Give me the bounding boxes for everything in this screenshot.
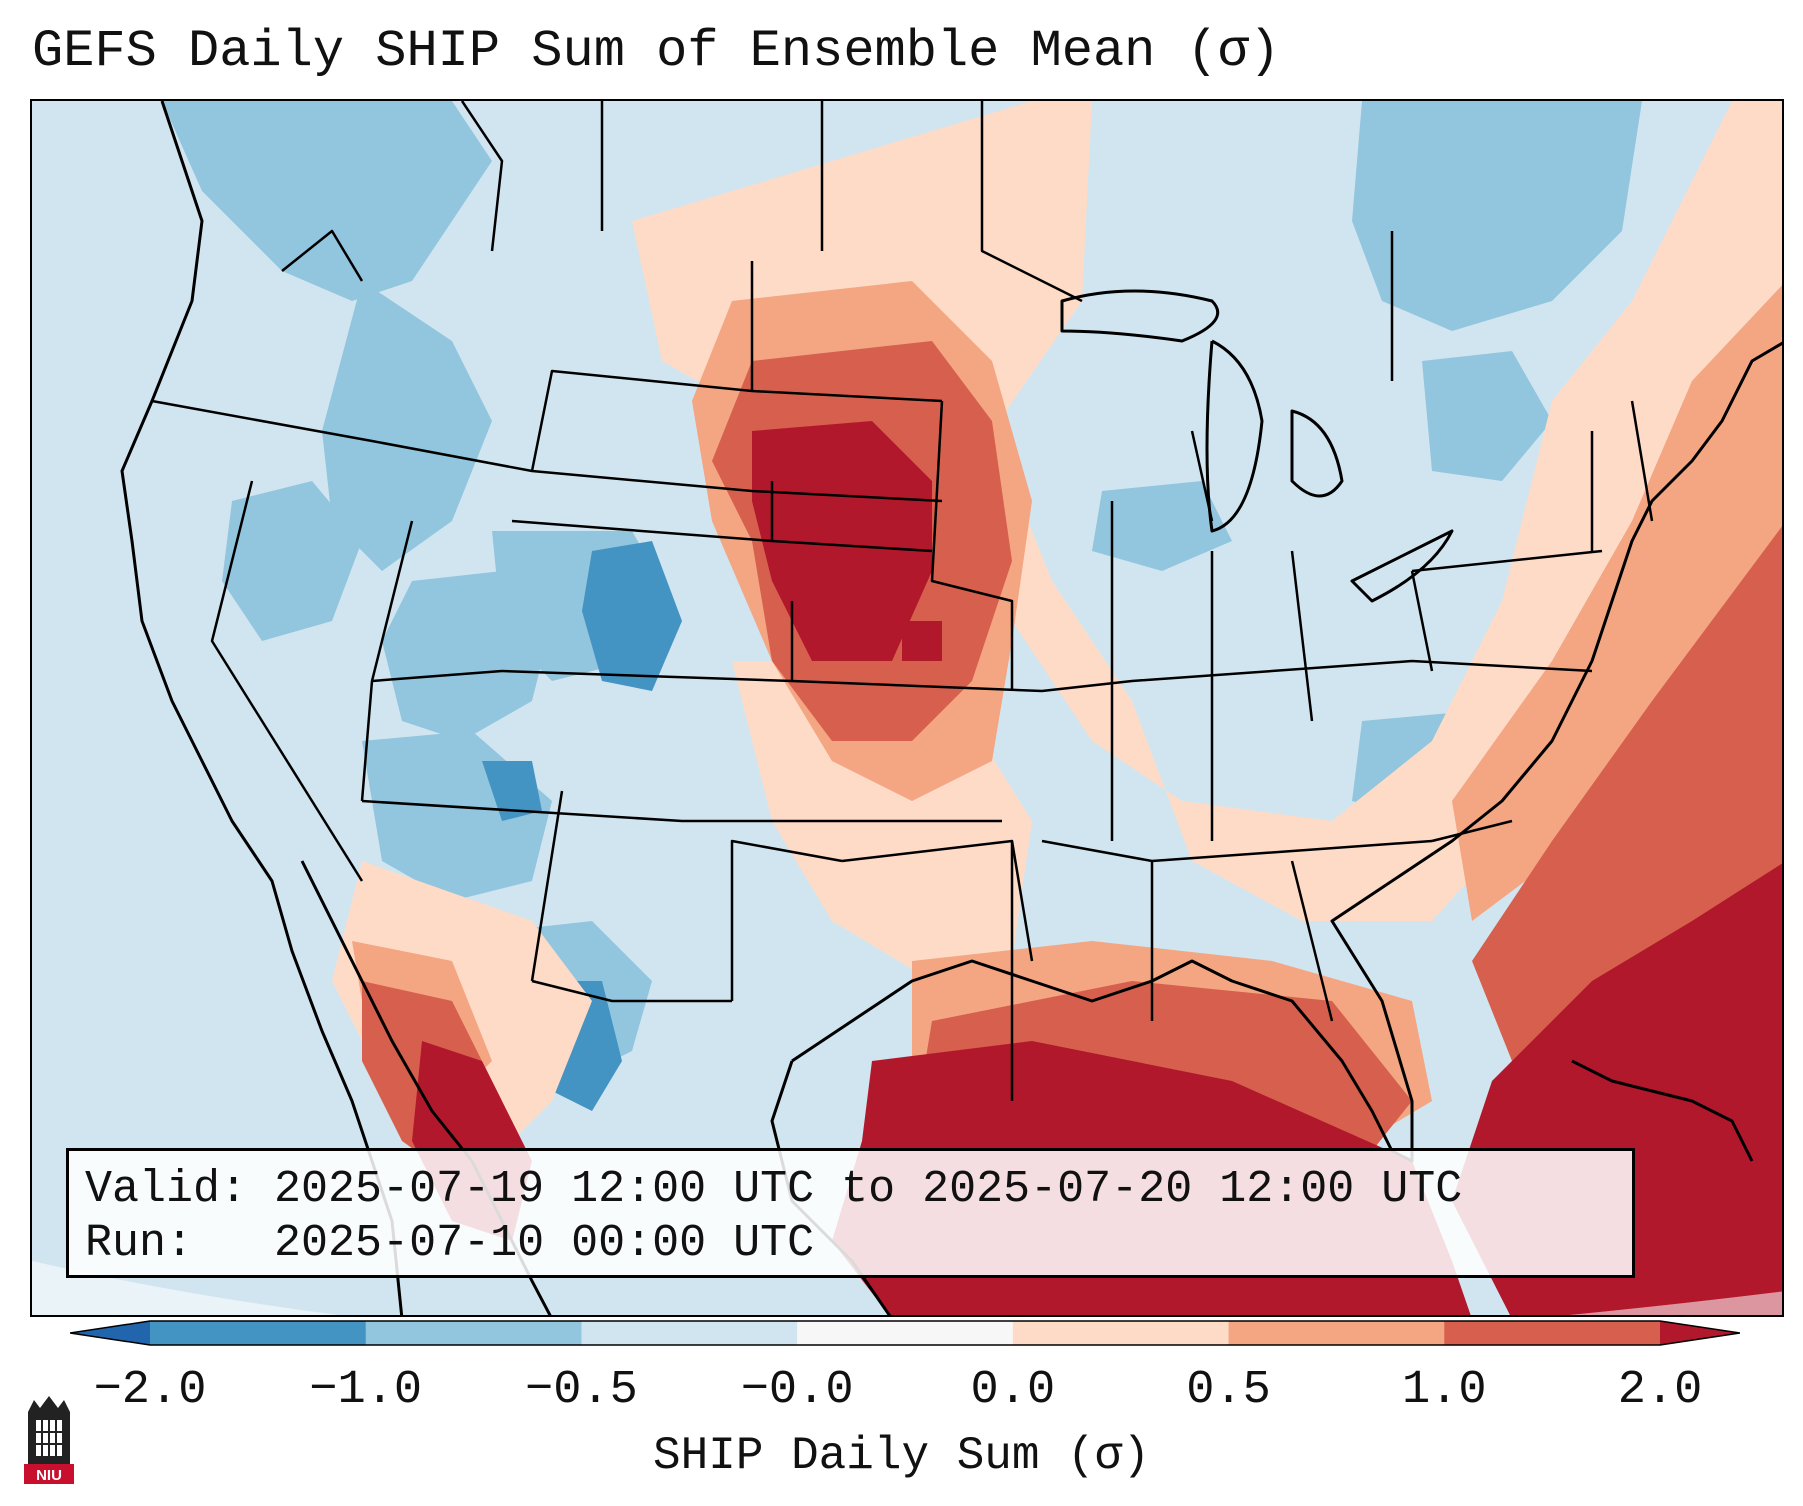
colorbar-tick-label: −2.0 <box>93 1364 207 1417</box>
colorbar-bin <box>1444 1321 1661 1345</box>
map-title: GEFS Daily SHIP Sum of Ensemble Mean (σ) <box>32 22 1281 81</box>
colorbar-bin <box>1012 1321 1230 1345</box>
colorbar-tick-label: 1.0 <box>1401 1364 1487 1417</box>
colorbar-bin <box>365 1321 582 1345</box>
valid-label: Valid: <box>85 1164 248 1215</box>
run-label: Run: <box>85 1218 194 1269</box>
colorbar-tick-label: 0.5 <box>1186 1364 1271 1417</box>
colorbar-over-arrow <box>1660 1321 1740 1345</box>
colorbar-outline <box>70 1320 1740 1346</box>
colorbar-label: SHIP Daily Sum (σ) <box>653 1430 1150 1482</box>
run-time: 2025-07-10 00:00 UTC <box>274 1218 815 1269</box>
colorbar-bins <box>150 1321 1661 1345</box>
colorbar-tick-label: 0.0 <box>970 1364 1056 1417</box>
colorbar-tick-label: 2.0 <box>1617 1364 1703 1417</box>
valid-time-box: Valid: 2025-07-19 12:00 UTC to 2025-07-2… <box>66 1148 1635 1278</box>
coastlines <box>120 101 1782 1315</box>
state-boundaries <box>151 101 1654 1101</box>
colorbar-bin <box>797 1321 1014 1345</box>
colorbar-under-arrow <box>70 1321 150 1345</box>
valid-time-range: 2025-07-19 12:00 UTC to 2025-07-20 12:00… <box>274 1164 1463 1215</box>
colorbar-tick-label: −0.5 <box>525 1364 638 1417</box>
map-panel[interactable] <box>30 99 1784 1317</box>
colorbar-bin <box>581 1321 798 1345</box>
colorbar-bin <box>1228 1321 1445 1345</box>
niu-logo: NIU <box>24 1396 74 1484</box>
colorbar-tick-label: −1.0 <box>309 1364 423 1417</box>
colorbar-tick-label: −0.0 <box>740 1364 854 1417</box>
colorbar-bin <box>150 1321 367 1345</box>
ship-anomaly-map <box>32 101 1782 1315</box>
logo-text: NIU <box>36 1467 62 1484</box>
projection-edge <box>32 1261 1782 1315</box>
colorbar <box>70 1320 1740 1346</box>
